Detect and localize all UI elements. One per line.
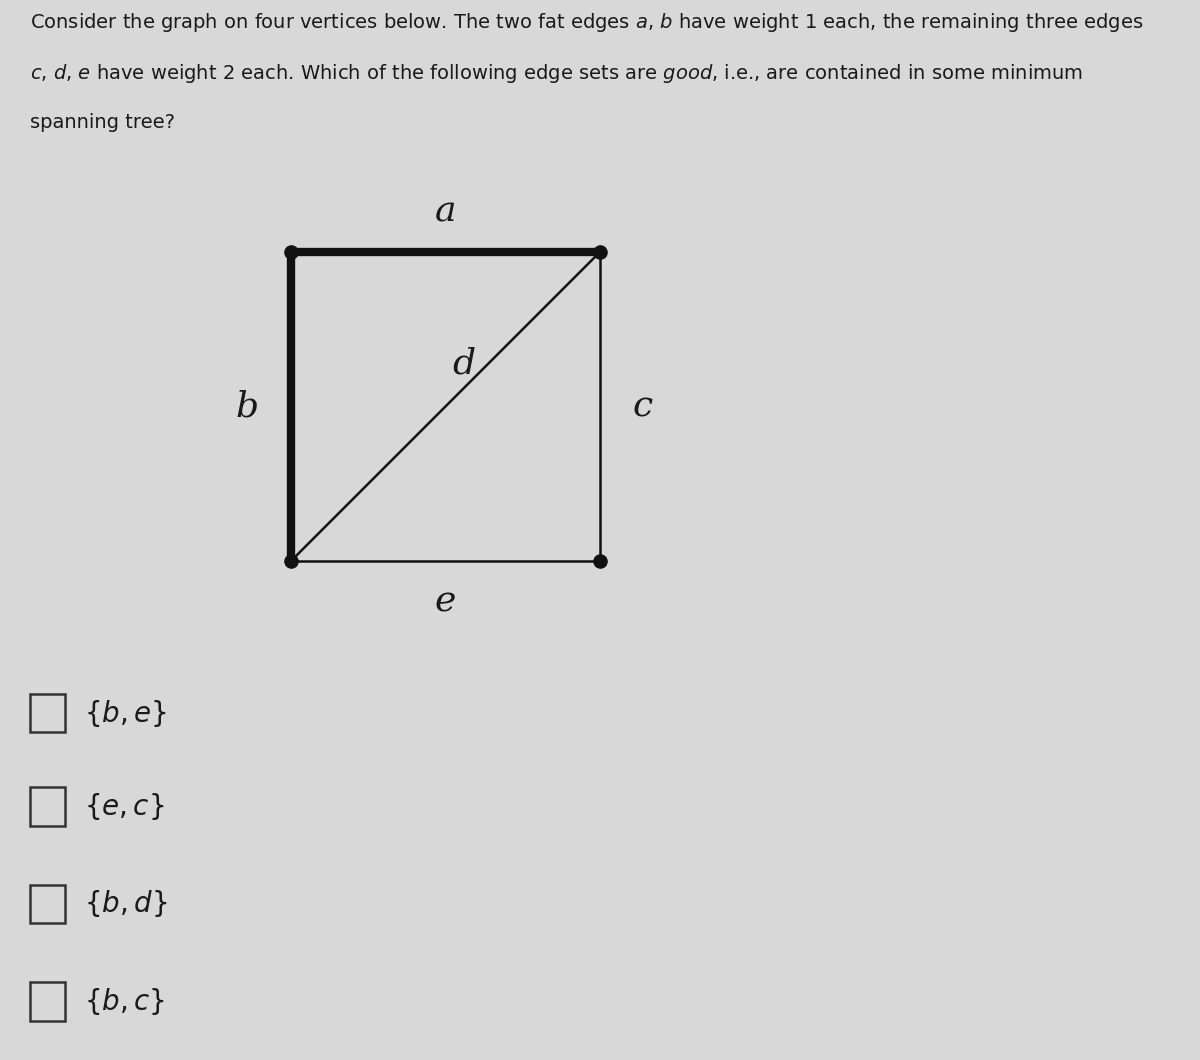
Text: Consider the graph on four vertices below. The two fat edges $a$, $b$ have weigh: Consider the graph on four vertices belo… [30,11,1144,34]
Text: $\{e, c\}$: $\{e, c\}$ [84,791,164,822]
Text: $\{b, e\}$: $\{b, e\}$ [84,697,167,728]
FancyBboxPatch shape [30,694,65,732]
Text: d: d [452,347,475,381]
Text: b: b [235,390,259,424]
Text: c: c [632,390,653,424]
Point [281,553,300,570]
Point [281,244,300,261]
Point [590,553,610,570]
Point [590,244,610,261]
FancyBboxPatch shape [30,983,65,1021]
FancyBboxPatch shape [30,885,65,923]
Text: e: e [434,584,456,619]
Text: $\{b, d\}$: $\{b, d\}$ [84,888,167,919]
Text: $\{b, c\}$: $\{b, c\}$ [84,986,164,1017]
Text: $c$, $d$, $e$ have weight 2 each. Which of the following edge sets are $\mathit{: $c$, $d$, $e$ have weight 2 each. Which … [30,61,1082,85]
Text: spanning tree?: spanning tree? [30,113,175,132]
Text: a: a [434,195,456,229]
FancyBboxPatch shape [30,788,65,826]
